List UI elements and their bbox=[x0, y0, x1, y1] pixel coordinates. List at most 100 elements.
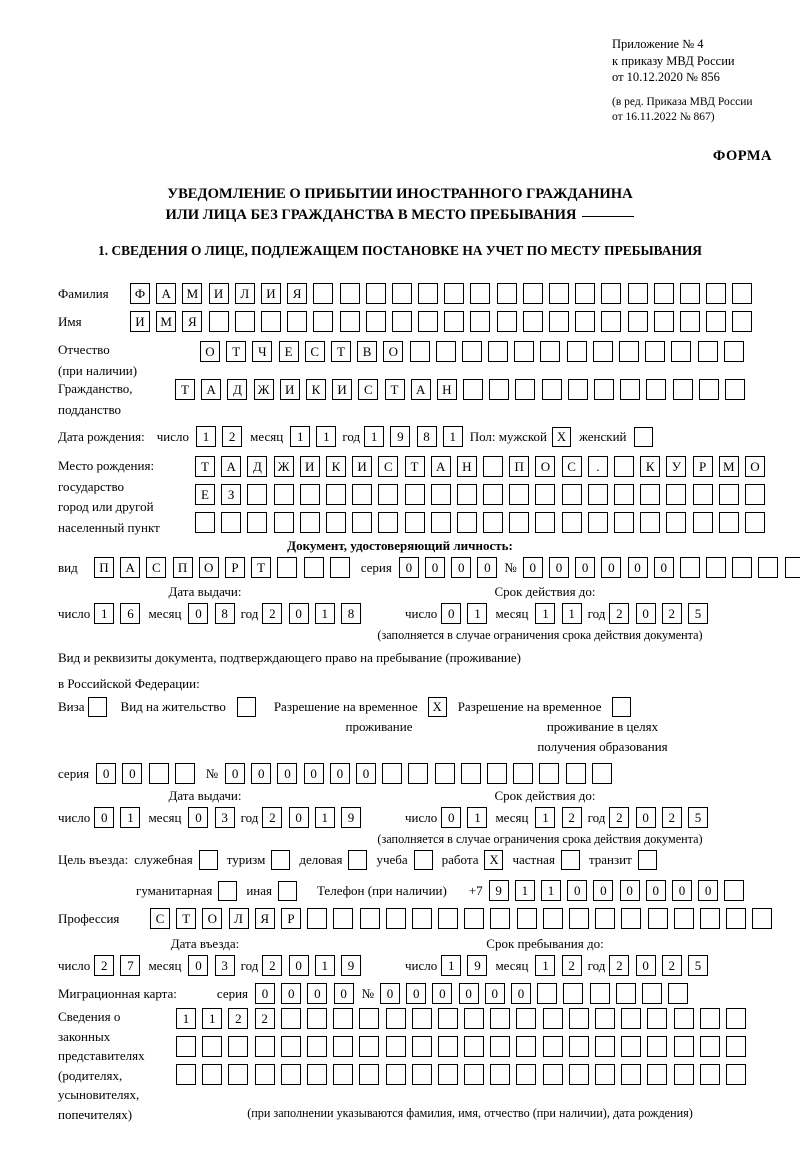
char-cell[interactable]: 0 bbox=[593, 880, 614, 901]
char-cell[interactable]: К bbox=[325, 456, 346, 477]
char-cell[interactable]: 2 bbox=[561, 955, 582, 976]
legal-rep-input-line2[interactable] bbox=[176, 1036, 746, 1057]
char-cell[interactable] bbox=[522, 283, 543, 304]
char-cell[interactable] bbox=[725, 1008, 746, 1029]
char-cell[interactable] bbox=[456, 484, 477, 505]
char-cell[interactable] bbox=[496, 311, 517, 332]
char-cell[interactable] bbox=[516, 1036, 537, 1057]
char-cell[interactable]: 1 bbox=[202, 1008, 223, 1029]
char-cell[interactable]: 0 bbox=[510, 983, 531, 1004]
char-cell[interactable]: 2 bbox=[222, 426, 243, 447]
char-cell[interactable]: 9 bbox=[488, 880, 509, 901]
char-cell[interactable] bbox=[561, 512, 582, 533]
char-cell[interactable] bbox=[430, 512, 451, 533]
char-cell[interactable] bbox=[784, 557, 800, 578]
char-cell[interactable] bbox=[483, 456, 504, 477]
char-cell[interactable] bbox=[679, 311, 700, 332]
char-cell[interactable]: С bbox=[358, 379, 379, 400]
char-cell[interactable]: 9 bbox=[467, 955, 488, 976]
char-cell[interactable]: Д bbox=[227, 379, 248, 400]
char-cell[interactable] bbox=[732, 557, 753, 578]
char-cell[interactable]: А bbox=[156, 283, 177, 304]
char-cell[interactable]: 0 bbox=[441, 603, 462, 624]
char-cell[interactable] bbox=[202, 1036, 223, 1057]
char-cell[interactable]: 0 bbox=[406, 983, 427, 1004]
char-cell[interactable]: С bbox=[150, 908, 170, 929]
char-cell[interactable] bbox=[542, 1036, 563, 1057]
char-cell[interactable]: 8 bbox=[416, 426, 437, 447]
char-cell[interactable] bbox=[653, 311, 674, 332]
char-cell[interactable] bbox=[591, 763, 612, 784]
char-cell[interactable]: 0 bbox=[94, 807, 115, 828]
char-cell[interactable] bbox=[437, 1008, 458, 1029]
char-cell[interactable]: Ж bbox=[253, 379, 274, 400]
char-cell[interactable] bbox=[620, 379, 641, 400]
char-cell[interactable] bbox=[299, 512, 320, 533]
char-cell[interactable]: Т bbox=[384, 379, 405, 400]
char-cell[interactable]: 2 bbox=[609, 603, 630, 624]
char-cell[interactable] bbox=[619, 341, 639, 362]
char-cell[interactable]: 0 bbox=[441, 807, 462, 828]
char-cell[interactable] bbox=[409, 341, 430, 362]
char-cell[interactable]: 0 bbox=[635, 955, 656, 976]
char-cell[interactable]: 0 bbox=[188, 955, 209, 976]
char-cell[interactable]: 8 bbox=[214, 603, 235, 624]
char-cell[interactable] bbox=[359, 1008, 380, 1029]
char-cell[interactable] bbox=[496, 283, 517, 304]
char-cell[interactable] bbox=[408, 763, 429, 784]
char-cell[interactable] bbox=[615, 983, 636, 1004]
char-cell[interactable]: 0 bbox=[627, 557, 648, 578]
char-cell[interactable] bbox=[273, 512, 294, 533]
char-cell[interactable] bbox=[359, 1064, 380, 1085]
char-cell[interactable]: 0 bbox=[635, 807, 656, 828]
char-cell[interactable]: А bbox=[410, 379, 431, 400]
char-cell[interactable] bbox=[254, 1036, 275, 1057]
sex-female-checkbox[interactable] bbox=[633, 426, 653, 447]
char-cell[interactable]: 2 bbox=[262, 807, 283, 828]
char-cell[interactable] bbox=[744, 512, 765, 533]
char-cell[interactable] bbox=[589, 983, 610, 1004]
char-cell[interactable] bbox=[378, 512, 399, 533]
char-cell[interactable] bbox=[385, 1008, 406, 1029]
char-cell[interactable] bbox=[640, 484, 661, 505]
char-cell[interactable] bbox=[461, 341, 482, 362]
char-cell[interactable] bbox=[470, 283, 491, 304]
char-cell[interactable]: Т bbox=[226, 341, 247, 362]
char-cell[interactable] bbox=[744, 484, 765, 505]
char-cell[interactable]: Т bbox=[175, 379, 195, 400]
char-cell[interactable] bbox=[522, 311, 543, 332]
char-cell[interactable] bbox=[287, 311, 308, 332]
char-cell[interactable] bbox=[566, 341, 587, 362]
char-cell[interactable] bbox=[195, 512, 215, 533]
char-cell[interactable] bbox=[490, 1008, 511, 1029]
purpose-option-checkbox[interactable] bbox=[560, 850, 580, 870]
char-cell[interactable] bbox=[565, 763, 586, 784]
char-cell[interactable] bbox=[333, 1036, 354, 1057]
char-cell[interactable] bbox=[645, 341, 666, 362]
char-cell[interactable] bbox=[174, 763, 195, 784]
char-cell[interactable]: 0 bbox=[458, 983, 479, 1004]
char-cell[interactable] bbox=[464, 908, 485, 929]
char-cell[interactable]: 1 bbox=[541, 880, 562, 901]
char-cell[interactable] bbox=[706, 283, 727, 304]
purpose-option-checkbox[interactable] bbox=[218, 880, 238, 901]
char-cell[interactable]: 0 bbox=[522, 557, 543, 578]
char-cell[interactable] bbox=[724, 880, 745, 901]
char-cell[interactable]: 5 bbox=[687, 603, 708, 624]
char-cell[interactable]: 3 bbox=[214, 807, 235, 828]
char-cell[interactable] bbox=[483, 484, 504, 505]
char-cell[interactable] bbox=[699, 1008, 720, 1029]
char-cell[interactable] bbox=[382, 763, 403, 784]
char-cell[interactable]: О bbox=[198, 557, 219, 578]
char-cell[interactable] bbox=[516, 1008, 537, 1029]
residence-permit-checkbox[interactable] bbox=[236, 697, 256, 717]
char-cell[interactable]: И bbox=[332, 379, 353, 400]
